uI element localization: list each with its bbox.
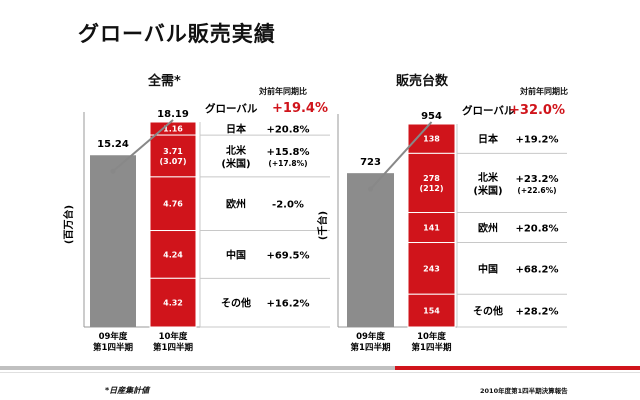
bar-prev-1 [347, 173, 394, 327]
seg-label-1-0: 138 [423, 135, 440, 144]
chart-title-right: 販売台数 [396, 74, 449, 89]
row-sub-0-1: (+17.8%) [268, 159, 307, 168]
yoy-header-right: 対前年同期比 [520, 87, 568, 96]
footnote: *日産集計値 [105, 386, 150, 395]
category-label-0-0-1: 第1四半期 [93, 342, 133, 353]
y-axis-label-0: (百万台) [62, 205, 75, 244]
seg-sublabel-1-1: (212) [419, 184, 443, 193]
category-label-0-0-0: 09年度 [99, 331, 128, 342]
global-label-1: グローバル [462, 104, 515, 117]
row-label-0-1: 北米 [226, 144, 247, 157]
total-curr-label-0: 18.19 [157, 109, 189, 120]
row-label-0-4: その他 [221, 297, 251, 310]
global-value-0: +19.4% [272, 101, 328, 116]
row-label2-1-1: (米国) [473, 184, 502, 197]
row-label-0-3: 中国 [226, 248, 246, 261]
row-value-0-3: +69.5% [266, 250, 309, 261]
row-label-0-2: 欧州 [226, 198, 246, 211]
global-label-0: グローバル [205, 102, 258, 115]
row-label-1-3: 中国 [478, 262, 498, 275]
row-value-1-4: +28.2% [515, 307, 558, 318]
row-label-1-2: 欧州 [478, 222, 498, 235]
footer-line [0, 372, 640, 373]
trend-line-0 [112, 119, 174, 173]
total-prev-label-1: 723 [360, 157, 381, 168]
category-label-1-1-1: 第1四半期 [412, 342, 452, 353]
bar-seg-0-2 [149, 176, 197, 232]
row-sub-1-1: (+22.6%) [517, 186, 556, 195]
row-label2-0-1: (米国) [221, 157, 250, 170]
trend-dot-0 [110, 168, 116, 174]
chart-title-left: 全需* [148, 74, 181, 89]
y-axis-label-1: (千台) [316, 211, 329, 240]
total-prev-label-0: 15.24 [97, 139, 129, 150]
total-curr-label-1: 954 [421, 111, 442, 122]
seg-label-1-4: 154 [423, 307, 440, 316]
row-value-1-3: +68.2% [515, 264, 558, 275]
bar-seg-0-4 [149, 277, 197, 328]
global-value-1: +32.0% [509, 103, 565, 118]
category-label-1-1-0: 10年度 [417, 331, 446, 342]
seg-label-1-1: 278 [423, 174, 440, 183]
trend-dot-1 [368, 186, 373, 192]
bar-seg-1-3 [407, 242, 456, 295]
category-label-0-1-1: 第1四半期 [153, 342, 193, 353]
row-value-0-1: +15.8% [266, 147, 309, 158]
row-label-1-4: その他 [473, 305, 503, 318]
category-label-0-1-0: 10年度 [159, 331, 188, 342]
bar-seg-1-1 [407, 152, 456, 214]
yoy-header-left: 対前年同期比 [259, 87, 307, 96]
row-value-1-2: +20.8% [515, 224, 558, 235]
seg-label-0-3: 4.24 [163, 250, 183, 259]
bar-seg-1-4 [407, 293, 456, 328]
bar-prev-0 [90, 155, 136, 327]
seg-label-1-2: 141 [423, 224, 440, 233]
row-label-1-1: 北米 [478, 171, 499, 184]
row-value-1-0: +19.2% [515, 135, 558, 146]
seg-label-0-0: 1.16 [163, 125, 183, 134]
seg-label-0-2: 4.76 [163, 200, 183, 209]
seg-label-1-3: 243 [423, 264, 440, 273]
seg-sublabel-0-1: (3.07) [159, 157, 186, 166]
row-value-0-2: -2.0% [272, 200, 304, 211]
row-value-1-1: +23.2% [515, 174, 558, 185]
page-title: グローバル販売実績 [78, 22, 276, 46]
seg-label-0-4: 4.32 [163, 299, 183, 308]
seg-label-0-1: 3.71 [163, 147, 183, 156]
row-value-0-4: +16.2% [266, 299, 309, 310]
row-label-1-0: 日本 [478, 133, 499, 146]
trend-line-1 [369, 121, 433, 190]
footer-bar-accent [395, 366, 640, 370]
category-label-1-0-0: 09年度 [356, 331, 385, 342]
bar-seg-1-2 [407, 212, 456, 244]
report-label: 2010年度第1四半期決算報告 [480, 387, 568, 395]
row-value-0-0: +20.8% [266, 125, 309, 136]
category-label-1-0-1: 第1四半期 [351, 342, 391, 353]
bar-seg-0-3 [149, 230, 197, 279]
footer-bar [0, 366, 640, 370]
row-label-0-0: 日本 [226, 123, 247, 136]
